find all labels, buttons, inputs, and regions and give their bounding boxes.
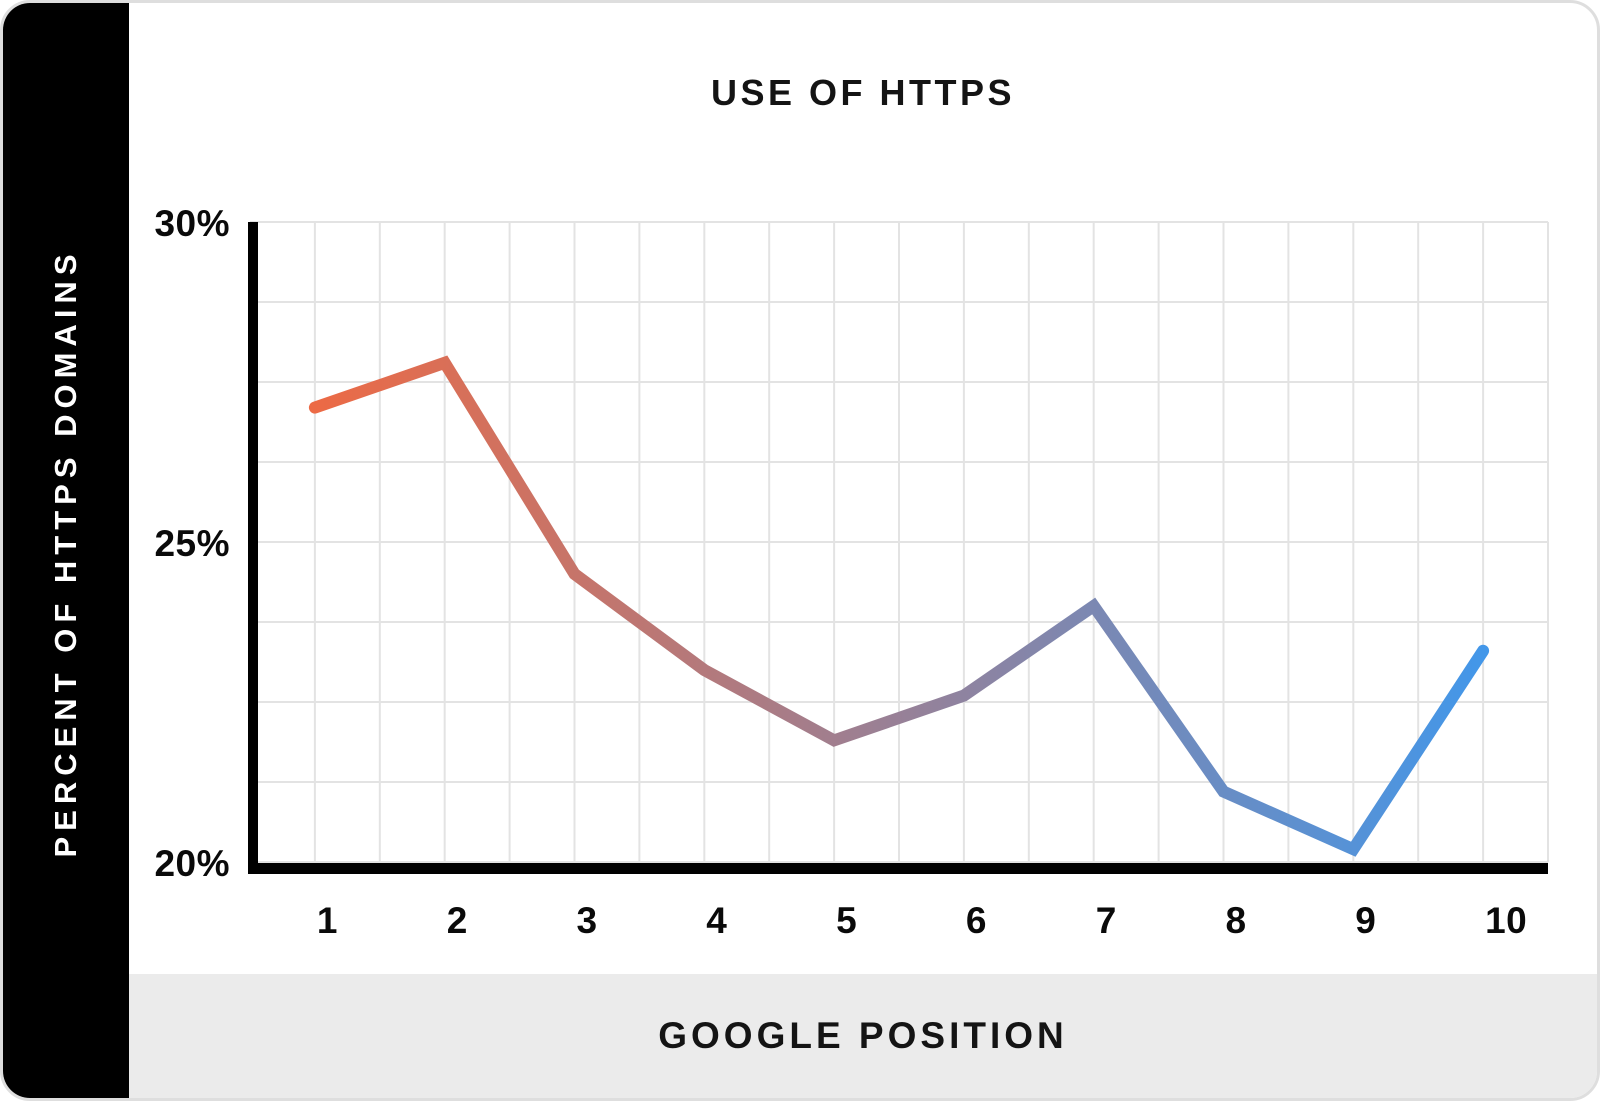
y-axis-line — [248, 222, 258, 874]
x-tick-label: 8 — [1225, 900, 1247, 941]
x-tick-label: 10 — [1485, 900, 1528, 941]
chart-title: USE OF HTTPS — [710, 72, 1016, 113]
x-tick-label: 4 — [706, 900, 728, 941]
y-tick-label: 25% — [154, 523, 230, 564]
y-axis-panel: PERCENT OF HTTPS DOMAINS — [3, 3, 129, 1098]
x-axis-line — [248, 863, 1548, 874]
y-tick-label: 20% — [154, 843, 230, 884]
x-tick-label: 5 — [836, 900, 858, 941]
x-tick-label: 6 — [965, 900, 987, 941]
x-tick-label: 2 — [446, 900, 468, 941]
x-tick-label: 1 — [316, 900, 338, 941]
x-tick-label: 9 — [1355, 900, 1377, 941]
x-axis-panel: GOOGLE POSITION — [129, 974, 1597, 1098]
y-tick-label: 30% — [154, 203, 230, 244]
x-tick-label: 3 — [576, 900, 598, 941]
x-tick-label: 7 — [1095, 900, 1117, 941]
plot-area — [248, 221, 1549, 874]
https-usage-line — [308, 355, 1490, 857]
x-axis-title: GOOGLE POSITION — [658, 1015, 1068, 1056]
